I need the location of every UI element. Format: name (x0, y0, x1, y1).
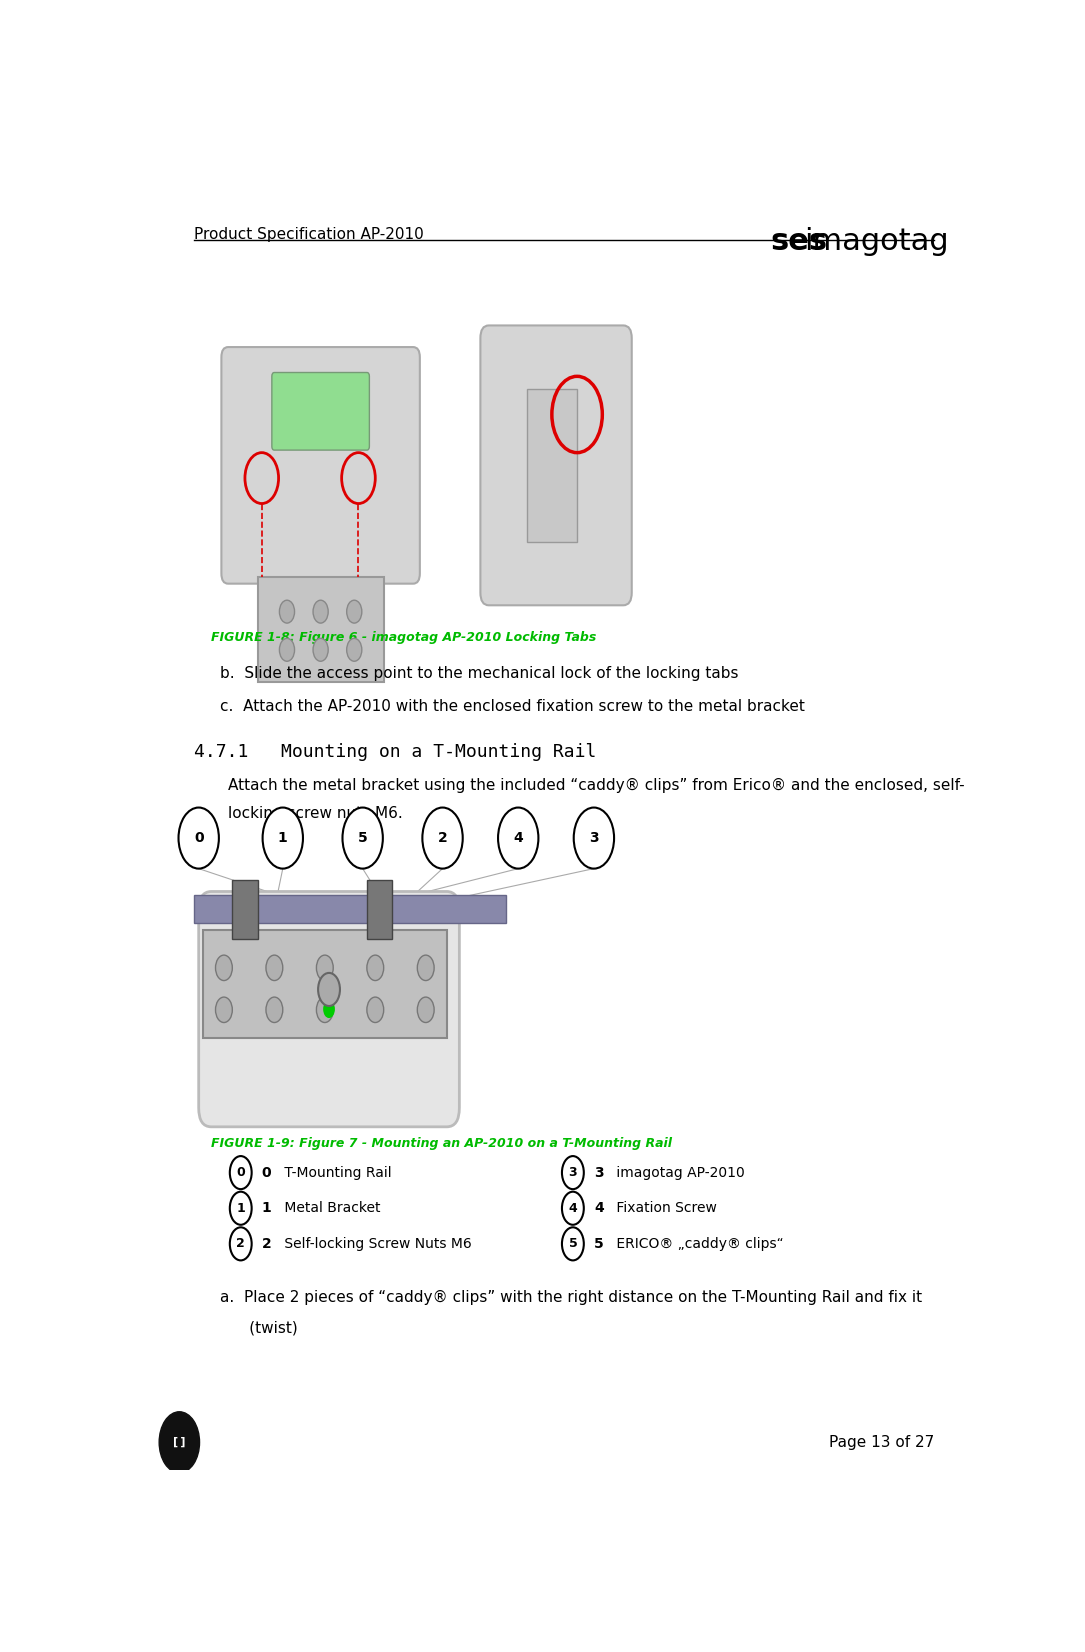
Text: Self-locking Screw Nuts M6: Self-locking Screw Nuts M6 (280, 1237, 472, 1251)
Circle shape (418, 955, 434, 981)
Text: 2: 2 (237, 1237, 245, 1251)
Text: FIGURE 1-9: Figure 7 - Mounting an AP-2010 on a T-Mounting Rail: FIGURE 1-9: Figure 7 - Mounting an AP-20… (212, 1137, 673, 1150)
Circle shape (216, 955, 232, 981)
Circle shape (347, 600, 361, 623)
Circle shape (263, 808, 303, 869)
Circle shape (347, 638, 361, 661)
Text: 4: 4 (593, 1201, 603, 1216)
Text: 5: 5 (569, 1237, 577, 1251)
FancyBboxPatch shape (203, 930, 447, 1037)
Text: [ ]: [ ] (174, 1437, 186, 1447)
Circle shape (280, 600, 294, 623)
Circle shape (317, 955, 333, 981)
FancyBboxPatch shape (199, 892, 459, 1127)
Circle shape (179, 808, 219, 869)
Text: imagotag: imagotag (804, 228, 948, 256)
Text: 1: 1 (237, 1201, 245, 1214)
Circle shape (317, 998, 333, 1023)
Text: Attach the metal bracket using the included “caddy® clips” from Erico® and the e: Attach the metal bracket using the inclu… (228, 778, 965, 793)
Text: imagotag AP-2010: imagotag AP-2010 (612, 1166, 745, 1180)
Circle shape (498, 808, 538, 869)
Circle shape (314, 638, 328, 661)
Circle shape (367, 998, 384, 1023)
FancyBboxPatch shape (481, 325, 631, 605)
FancyBboxPatch shape (367, 881, 392, 938)
Text: Page 13 of 27: Page 13 of 27 (829, 1436, 934, 1450)
Text: 4.7.1   Mounting on a T-Mounting Rail: 4.7.1 Mounting on a T-Mounting Rail (194, 743, 597, 760)
Text: 4: 4 (513, 831, 523, 846)
Circle shape (314, 600, 328, 623)
Circle shape (266, 998, 283, 1023)
Circle shape (230, 1191, 252, 1224)
Text: c.  Attach the AP-2010 with the enclosed fixation screw to the metal bracket: c. Attach the AP-2010 with the enclosed … (219, 699, 805, 714)
Text: 0: 0 (194, 831, 204, 846)
Text: Product Specification AP-2010: Product Specification AP-2010 (194, 228, 424, 243)
Text: 5: 5 (593, 1237, 603, 1251)
Circle shape (266, 955, 283, 981)
Text: 1: 1 (278, 831, 288, 846)
Text: FIGURE 1-8: Figure 6 - imagotag AP-2010 Locking Tabs: FIGURE 1-8: Figure 6 - imagotag AP-2010 … (212, 631, 597, 644)
Circle shape (323, 999, 335, 1018)
Circle shape (159, 1412, 200, 1474)
Circle shape (574, 808, 614, 869)
Circle shape (418, 998, 434, 1023)
Text: locking screw nuts M6.: locking screw nuts M6. (228, 806, 403, 821)
Text: 1: 1 (261, 1201, 271, 1216)
FancyBboxPatch shape (232, 881, 257, 938)
Circle shape (343, 808, 383, 869)
Text: b.  Slide the access point to the mechanical lock of the locking tabs: b. Slide the access point to the mechani… (219, 666, 738, 681)
Text: 3: 3 (589, 831, 599, 846)
Circle shape (280, 638, 294, 661)
Circle shape (422, 808, 462, 869)
FancyBboxPatch shape (221, 347, 420, 583)
Text: Fixation Screw: Fixation Screw (612, 1201, 717, 1216)
FancyBboxPatch shape (194, 895, 506, 923)
Circle shape (230, 1227, 252, 1260)
Text: 0: 0 (261, 1166, 271, 1180)
Circle shape (318, 973, 340, 1006)
Text: ERICO® „caddy® clips“: ERICO® „caddy® clips“ (612, 1237, 784, 1251)
Circle shape (562, 1191, 584, 1224)
Text: 4: 4 (569, 1201, 577, 1214)
Circle shape (562, 1156, 584, 1189)
FancyBboxPatch shape (526, 390, 577, 542)
Circle shape (230, 1156, 252, 1189)
Text: (twist): (twist) (219, 1320, 297, 1335)
FancyBboxPatch shape (257, 577, 384, 682)
Circle shape (216, 998, 232, 1023)
Text: 0: 0 (237, 1166, 245, 1180)
Circle shape (367, 955, 384, 981)
Text: 5: 5 (358, 831, 368, 846)
Text: 2: 2 (261, 1237, 271, 1251)
Circle shape (562, 1227, 584, 1260)
Text: ses: ses (770, 228, 828, 256)
Text: 3: 3 (593, 1166, 603, 1180)
Text: 3: 3 (569, 1166, 577, 1180)
FancyBboxPatch shape (272, 372, 369, 449)
Text: Metal Bracket: Metal Bracket (280, 1201, 381, 1216)
Text: 2: 2 (437, 831, 447, 846)
Text: T-Mounting Rail: T-Mounting Rail (280, 1166, 392, 1180)
Text: a.  Place 2 pieces of “caddy® clips” with the right distance on the T-Mounting R: a. Place 2 pieces of “caddy® clips” with… (219, 1290, 922, 1305)
